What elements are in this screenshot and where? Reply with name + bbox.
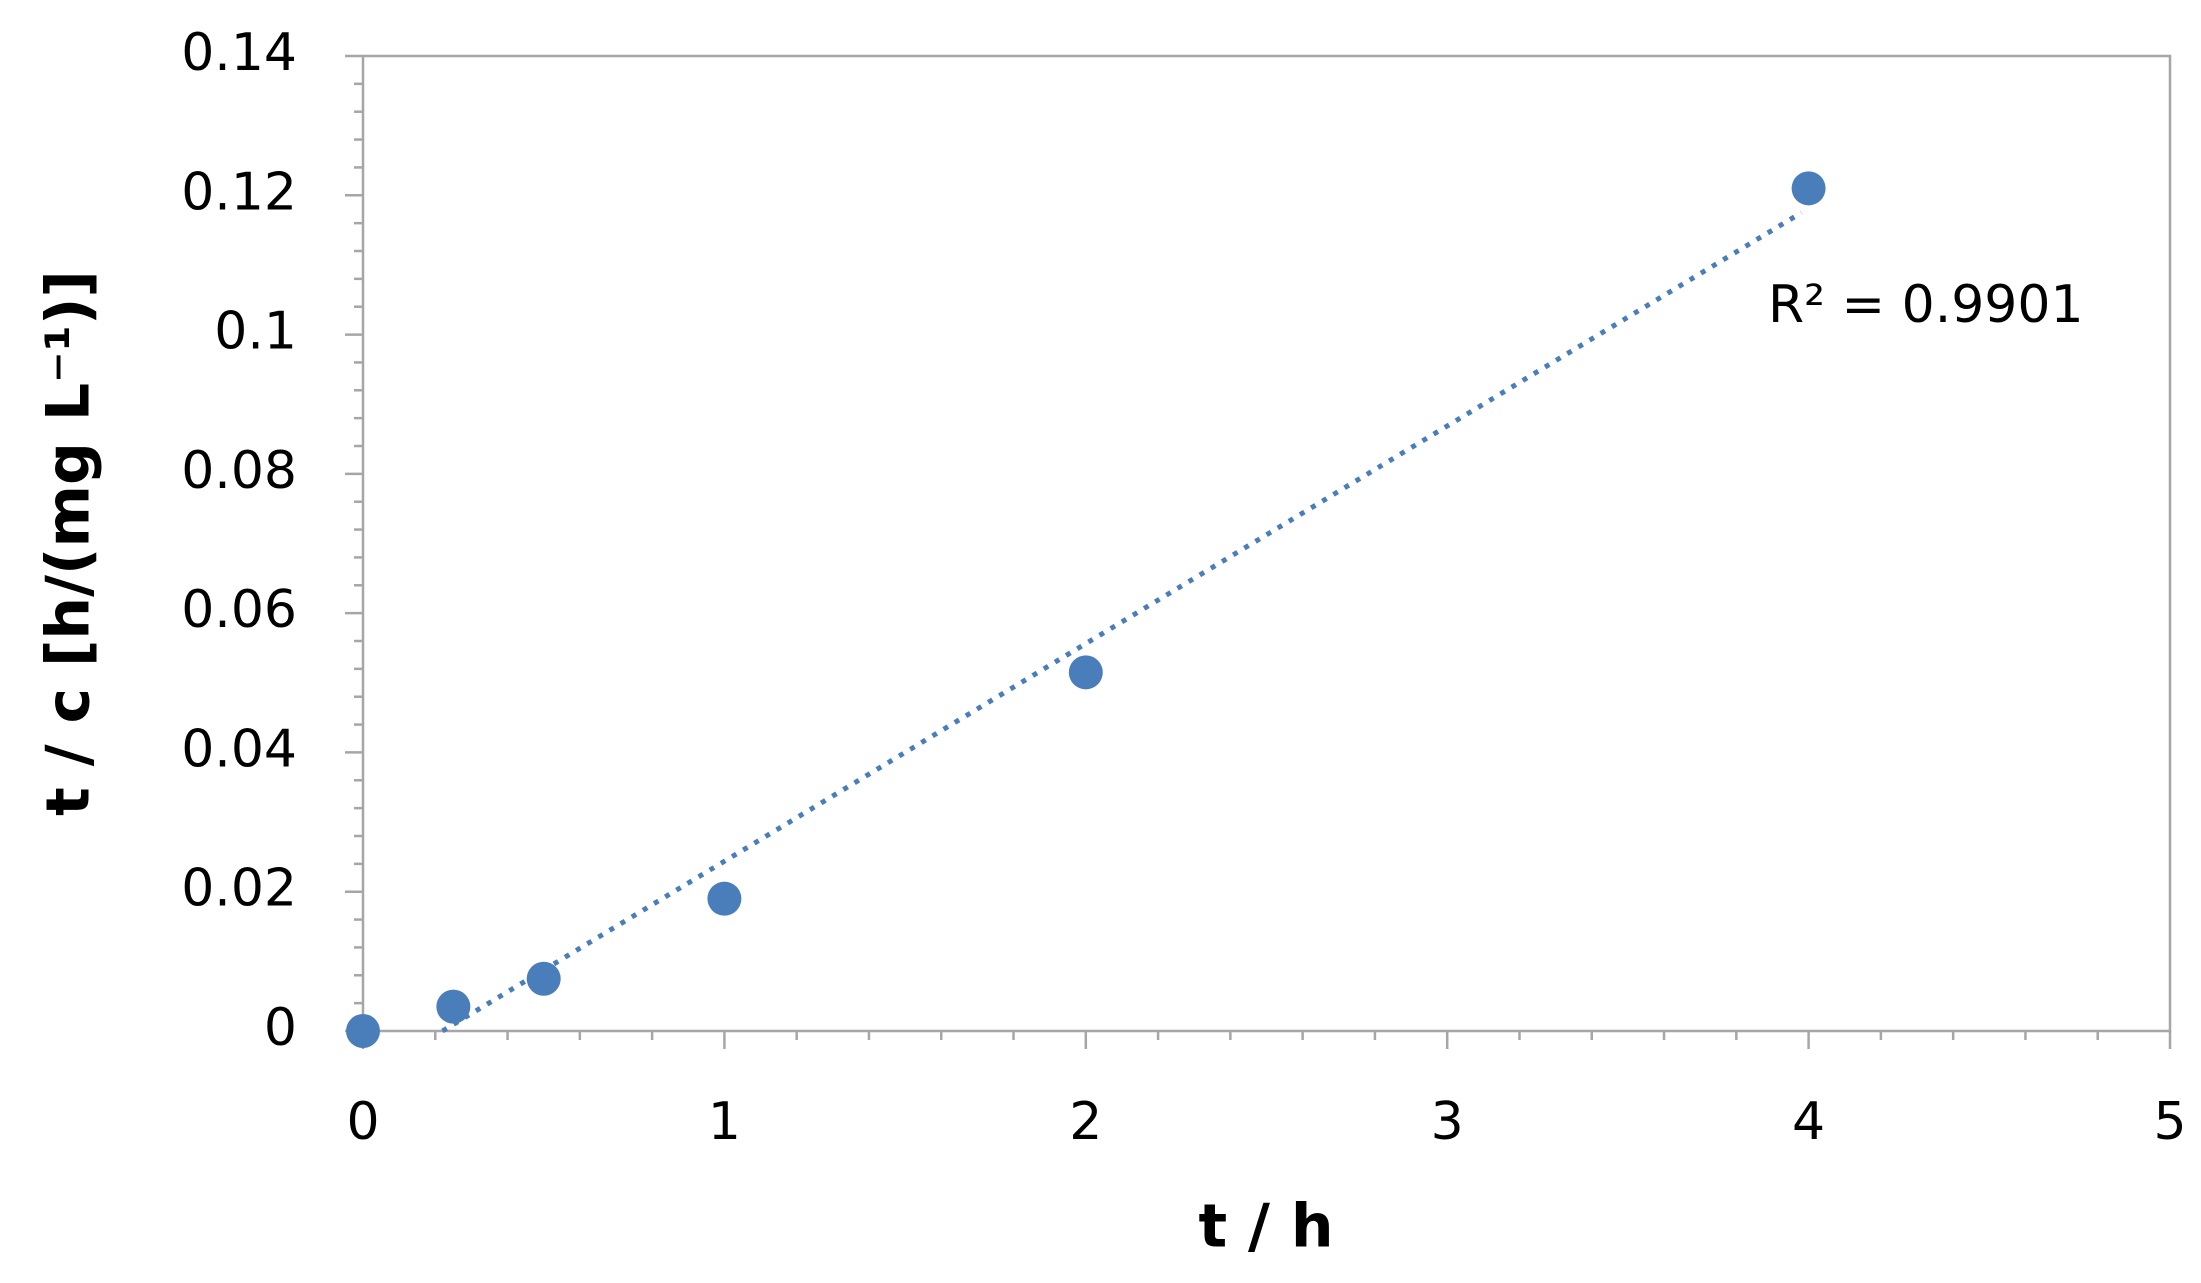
data-point (346, 1014, 380, 1048)
y-tick-label: 0.06 (181, 580, 297, 640)
x-tick-label: 0 (346, 1092, 379, 1152)
data-point (526, 961, 561, 996)
y-tick-label: 0.12 (181, 162, 297, 222)
y-tick-label: 0 (264, 998, 297, 1058)
y-tick-label: 0.08 (181, 441, 297, 501)
y-axis-title: t / c [h/(mg L⁻¹)] (34, 270, 104, 816)
y-tick-label: 0.14 (181, 23, 297, 83)
data-point (436, 989, 471, 1024)
y-tick-label: 0.02 (181, 859, 297, 919)
y-tick-label: 0.04 (181, 719, 297, 779)
data-point (1791, 171, 1826, 206)
plot-border (361, 54, 2172, 1033)
y-tick-label: 0.1 (214, 302, 297, 362)
x-axis-title: t / h (1198, 1192, 1333, 1262)
x-tick-label: 3 (1431, 1092, 1464, 1152)
data-point (1068, 655, 1103, 690)
data-point (707, 881, 742, 916)
x-tick-label: 2 (1069, 1092, 1102, 1152)
r-squared-annotation: R² = 0.9901 (1768, 275, 2084, 335)
x-tick-label: 1 (708, 1092, 741, 1152)
x-tick-label: 4 (1792, 1092, 1825, 1152)
trendline (441, 210, 1803, 1034)
x-tick-label: 5 (2153, 1092, 2186, 1152)
